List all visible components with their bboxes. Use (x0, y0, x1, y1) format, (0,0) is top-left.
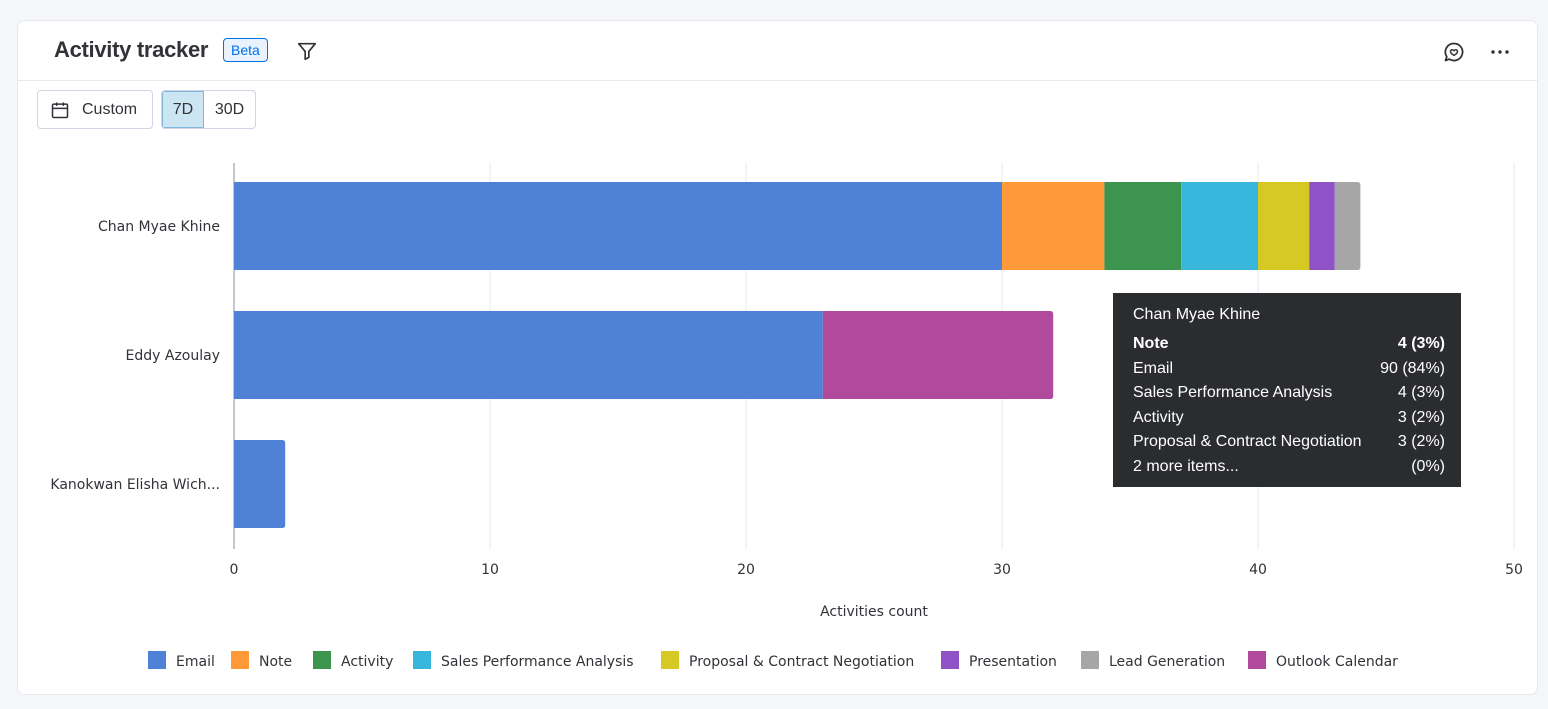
bar-segment (1334, 182, 1361, 270)
tooltip-row-label: Note (1133, 335, 1169, 352)
legend-swatch (313, 651, 331, 669)
tooltip-row-label: Email (1133, 359, 1174, 377)
range-toggle: 7D 30D (161, 90, 256, 129)
bar-segment (1002, 182, 1105, 270)
legend-swatch (1248, 651, 1266, 669)
legend-swatch (231, 651, 249, 669)
tooltip-row-label: Activity (1133, 408, 1184, 426)
widget-header: Activity tracker Beta (18, 21, 1537, 81)
activity-tracker-widget: Activity tracker Beta Custom 7D 30D 0 10 2… (17, 20, 1538, 695)
x-tick-label: 50 (1505, 562, 1523, 578)
chat-icon[interactable] (1442, 40, 1466, 64)
legend-label: Lead Generation (1109, 654, 1225, 670)
x-tick-label: 40 (1249, 562, 1267, 578)
range-30d-button[interactable]: 30D (214, 101, 245, 118)
x-tick-label: 10 (481, 562, 499, 578)
tooltip-row: Email 90 (84%) (1133, 358, 1445, 383)
more-icon[interactable] (1488, 40, 1512, 64)
tooltip-row-label: 2 more items... (1133, 457, 1239, 475)
x-axis-title: Activities count (820, 604, 928, 620)
legend-label: Outlook Calendar (1276, 654, 1398, 670)
widget-title: Activity tracker (54, 37, 209, 62)
beta-badge: Beta (223, 38, 268, 62)
stacked-bar-chart: 0 10 20 30 40 50 Activities count Chan Myae Khi… (50, 163, 1523, 670)
bar-segment (1104, 182, 1182, 270)
bar-segment (822, 311, 1054, 399)
legend-swatch (941, 651, 959, 669)
legend-label: Activity (341, 654, 393, 670)
legend-label: Note (259, 654, 292, 670)
bar-segment (1258, 182, 1310, 270)
tooltip-row-value: 3 (2%) (1397, 408, 1445, 426)
tooltip-row: 2 more items... (0%) (1133, 456, 1445, 481)
range-7d-button[interactable]: 7D (162, 91, 204, 128)
bar-segment (234, 440, 286, 528)
bar-segment (234, 311, 823, 399)
tooltip-row-label: Sales Performance Analysis (1133, 384, 1333, 402)
legend-swatch (1081, 651, 1099, 669)
legend-label: Presentation (969, 654, 1057, 670)
tooltip-row: Activity 3 (2%) (1133, 407, 1445, 432)
x-tick-label: 0 (230, 562, 239, 578)
calendar-icon (51, 102, 69, 119)
tooltip-row-label: Proposal & Contract Negotiation (1133, 433, 1362, 451)
custom-range-label: Custom (82, 101, 138, 118)
tooltip-row-value: 3 (2%) (1397, 433, 1445, 451)
tooltip-row: Proposal & Contract Negotiation 3 (2%) (1133, 431, 1445, 456)
legend-swatch (661, 651, 679, 669)
tooltip-row-value: 4 (3%) (1397, 384, 1445, 402)
legend-swatch (413, 651, 431, 669)
category-label: Kanokwan Elisha Wich... (50, 477, 220, 493)
tooltip-row-value: (0%) (1411, 457, 1445, 475)
bar-segment (1309, 182, 1335, 270)
tooltip-row: Note 4 (3%) (1133, 333, 1445, 358)
category-label: Eddy Azoulay (126, 348, 220, 364)
chart-tooltip: Chan Myae Khine Note 4 (3%) Email 90 (84… (1113, 293, 1461, 487)
tooltip-row: Sales Performance Analysis 4 (3%) (1133, 382, 1445, 407)
x-tick-label: 20 (737, 562, 755, 578)
bar-segment (1181, 182, 1258, 270)
tooltip-title: Chan Myae Khine (1133, 306, 1261, 323)
legend-label: Proposal & Contract Negotiation (689, 654, 914, 670)
legend-label: Email (176, 654, 215, 670)
legend-swatch (148, 651, 166, 669)
x-tick-label: 30 (993, 562, 1011, 578)
bar-segment (234, 182, 1002, 270)
custom-range-button[interactable]: Custom (37, 90, 153, 129)
tooltip-row-value: 90 (84%) (1380, 359, 1445, 377)
filter-icon[interactable] (296, 40, 318, 62)
tooltip-row-value: 4 (3%) (1397, 335, 1445, 352)
legend-label: Sales Performance Analysis (441, 654, 634, 670)
category-label: Chan Myae Khine (98, 219, 220, 235)
